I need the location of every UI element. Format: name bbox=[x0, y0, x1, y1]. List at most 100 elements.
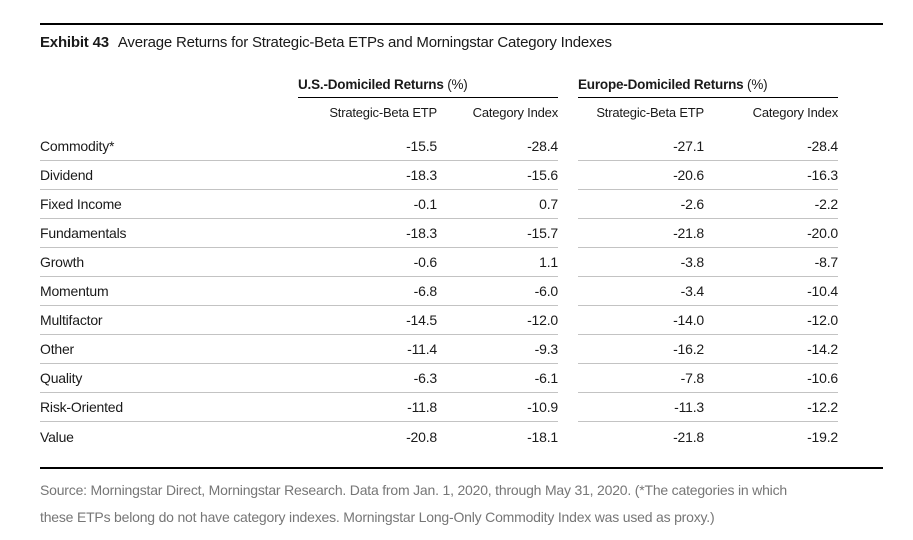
exhibit-heading: Exhibit 43 Average Returns for Strategic-… bbox=[40, 34, 612, 51]
row-category: Risk-Oriented bbox=[40, 393, 298, 422]
table-row: Fundamentals -18.3 -15.7 -21.8 -20.0 bbox=[40, 219, 838, 248]
row-eu-etp-value: -14.0 bbox=[578, 306, 704, 335]
row-eu-etp-value: -27.1 bbox=[578, 132, 704, 161]
group-header-us-suffix: (%) bbox=[447, 77, 468, 92]
group-header-gap bbox=[558, 77, 578, 98]
row-us-index-value: -15.7 bbox=[437, 219, 558, 248]
table-body: Commodity* -15.5 -28.4 -27.1 -28.4 Divid… bbox=[40, 132, 838, 451]
row-us-etp-value: -18.3 bbox=[298, 161, 437, 190]
subheader-us-etp: Strategic-Beta ETP bbox=[329, 105, 437, 120]
row-us-etp-value: -15.5 bbox=[298, 132, 437, 161]
row-us-index-value: 1.1 bbox=[437, 248, 558, 277]
group-header-europe-label: Europe-Domiciled Returns bbox=[578, 77, 744, 92]
returns-table: U.S.-Domiciled Returns (%) Europe-Domici… bbox=[40, 77, 838, 451]
row-eu-etp-value: -21.8 bbox=[673, 428, 704, 445]
row-eu-index-value: -16.3 bbox=[704, 161, 838, 190]
row-eu-index-value: -10.6 bbox=[704, 364, 838, 393]
row-eu-etp-value: -20.6 bbox=[578, 161, 704, 190]
row-us-etp-value: -11.8 bbox=[298, 393, 437, 422]
row-us-etp-value: -0.6 bbox=[298, 248, 437, 277]
row-gap bbox=[558, 248, 578, 277]
row-eu-etp-value: -21.8 bbox=[578, 219, 704, 248]
table-row: Fixed Income -0.1 0.7 -2.6 -2.2 bbox=[40, 190, 838, 219]
table-subheader-row: Strategic-Beta ETP Category Index Strate… bbox=[40, 98, 838, 132]
group-header-spacer bbox=[40, 77, 298, 98]
row-us-etp-value: -14.5 bbox=[298, 306, 437, 335]
row-eu-etp-value: -2.6 bbox=[578, 190, 704, 219]
table-group-header-row: U.S.-Domiciled Returns (%) Europe-Domici… bbox=[40, 77, 838, 98]
row-gap bbox=[558, 161, 578, 190]
table-row: Multifactor -14.5 -12.0 -14.0 -12.0 bbox=[40, 306, 838, 335]
row-us-index-value: -6.0 bbox=[437, 277, 558, 306]
row-eu-index-value: -20.0 bbox=[704, 219, 838, 248]
row-category: Momentum bbox=[40, 277, 298, 306]
row-us-etp-value: -0.1 bbox=[298, 190, 437, 219]
row-gap bbox=[558, 306, 578, 335]
row-us-etp-value: -18.3 bbox=[298, 219, 437, 248]
row-category: Value bbox=[40, 428, 74, 445]
subheader-spacer bbox=[40, 105, 298, 132]
row-eu-index-value: -8.7 bbox=[704, 248, 838, 277]
row-category: Other bbox=[40, 335, 298, 364]
group-header-us: U.S.-Domiciled Returns (%) bbox=[298, 77, 558, 98]
row-gap bbox=[558, 190, 578, 219]
table-row: Risk-Oriented -11.8 -10.9 -11.3 -12.2 bbox=[40, 393, 838, 422]
table-row: Momentum -6.8 -6.0 -3.4 -10.4 bbox=[40, 277, 838, 306]
row-eu-index-value: -2.2 bbox=[704, 190, 838, 219]
subheader-eu-index: Category Index bbox=[752, 105, 839, 120]
row-us-etp-value: -11.4 bbox=[298, 335, 437, 364]
row-eu-index-value: -19.2 bbox=[807, 428, 838, 445]
row-eu-etp-value: -16.2 bbox=[578, 335, 704, 364]
row-eu-index-value: -14.2 bbox=[704, 335, 838, 364]
row-us-index-value: -6.1 bbox=[437, 364, 558, 393]
row-eu-index-value: -12.0 bbox=[704, 306, 838, 335]
subheader-gap bbox=[558, 105, 578, 132]
group-header-europe: Europe-Domiciled Returns (%) bbox=[578, 77, 838, 98]
table-row: Commodity* -15.5 -28.4 -27.1 -28.4 bbox=[40, 132, 838, 161]
row-category: Growth bbox=[40, 248, 298, 277]
row-us-index-value: -10.9 bbox=[437, 393, 558, 422]
row-gap bbox=[558, 335, 578, 364]
row-category: Fixed Income bbox=[40, 190, 298, 219]
row-eu-index-value: -12.2 bbox=[704, 393, 838, 422]
subheader-us-index: Category Index bbox=[472, 105, 559, 120]
table-row: Growth -0.6 1.1 -3.8 -8.7 bbox=[40, 248, 838, 277]
table-row: Other -11.4 -9.3 -16.2 -14.2 bbox=[40, 335, 838, 364]
row-eu-index-value: -10.4 bbox=[704, 277, 838, 306]
row-us-etp-value: -6.3 bbox=[298, 364, 437, 393]
row-us-etp-value: -20.8 bbox=[406, 428, 437, 445]
row-eu-etp-value: -7.8 bbox=[578, 364, 704, 393]
row-us-index-value: -12.0 bbox=[437, 306, 558, 335]
row-us-index-value: -9.3 bbox=[437, 335, 558, 364]
exhibit-title-text: Average Returns for Strategic-Beta ETPs … bbox=[117, 34, 612, 51]
row-us-index-value: -18.1 bbox=[527, 428, 558, 445]
row-category: Dividend bbox=[40, 161, 298, 190]
row-eu-etp-value: -3.4 bbox=[578, 277, 704, 306]
table-row: Quality -6.3 -6.1 -7.8 -10.6 bbox=[40, 364, 838, 393]
row-us-etp-value: -6.8 bbox=[298, 277, 437, 306]
row-category: Fundamentals bbox=[40, 219, 298, 248]
row-gap bbox=[558, 219, 578, 248]
table-row: Dividend -18.3 -15.6 -20.6 -16.3 bbox=[40, 161, 838, 190]
source-note-line-2: these ETPs belong do not have category i… bbox=[40, 509, 715, 525]
row-eu-etp-value: -11.3 bbox=[578, 393, 704, 422]
row-us-index-value: -28.4 bbox=[437, 132, 558, 161]
row-gap bbox=[558, 364, 578, 393]
exhibit-number: Exhibit 43 bbox=[40, 34, 109, 51]
row-eu-index-value: -28.4 bbox=[704, 132, 838, 161]
row-gap bbox=[558, 277, 578, 306]
row-category: Commodity* bbox=[40, 132, 298, 161]
group-header-us-label: U.S.-Domiciled Returns bbox=[298, 77, 444, 92]
row-category: Multifactor bbox=[40, 306, 298, 335]
row-us-index-value: 0.7 bbox=[437, 190, 558, 219]
top-rule bbox=[40, 23, 883, 25]
subheader-eu-etp: Strategic-Beta ETP bbox=[596, 105, 704, 120]
row-gap bbox=[558, 132, 578, 161]
row-category: Quality bbox=[40, 364, 298, 393]
row-gap bbox=[558, 393, 578, 422]
table-row: Value -20.8 -18.1 -21.8 -19.2 bbox=[40, 422, 838, 451]
row-eu-etp-value: -3.8 bbox=[578, 248, 704, 277]
row-gap bbox=[558, 422, 578, 451]
row-us-index-value: -15.6 bbox=[437, 161, 558, 190]
source-note-line-1: Source: Morningstar Direct, Morningstar … bbox=[40, 482, 787, 498]
